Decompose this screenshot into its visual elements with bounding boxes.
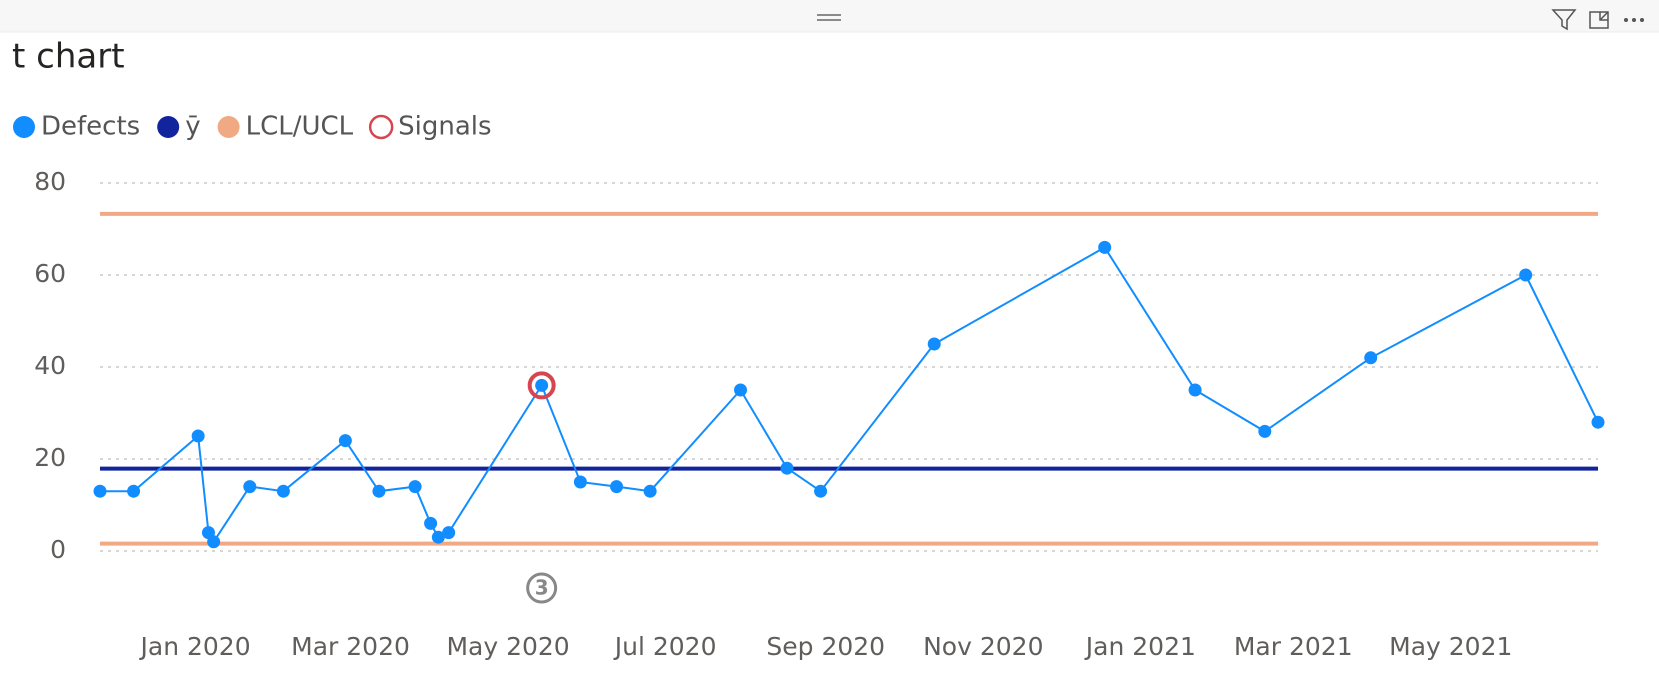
annotation-label: 3 <box>535 576 549 600</box>
drag-grip[interactable] <box>817 14 841 21</box>
chart-title: t chart <box>12 37 125 77</box>
data-point <box>734 383 748 397</box>
data-point <box>276 484 290 498</box>
x-tick-label: May 2021 <box>1389 632 1512 661</box>
legend-marker <box>217 116 240 138</box>
data-point <box>338 434 352 448</box>
y-tick-label: 80 <box>34 167 66 196</box>
data-point <box>372 484 386 498</box>
x-tick-label: Jan 2020 <box>139 632 251 661</box>
data-point <box>93 484 107 498</box>
data-point <box>1098 240 1112 254</box>
y-tick-label: 60 <box>34 259 66 288</box>
data-point <box>431 530 445 544</box>
data-point <box>535 378 549 392</box>
focus-mode-icon[interactable] <box>1589 11 1609 29</box>
data-point <box>1364 351 1378 365</box>
legend: Defects ȳ LCL/UCL Signals <box>13 112 492 142</box>
annotation-badge <box>526 572 558 604</box>
legend-label: ȳ <box>185 112 200 142</box>
visual-header <box>0 0 1659 32</box>
y-tick-label: 40 <box>34 351 66 380</box>
legend-label: LCL/UCL <box>246 112 354 142</box>
y-tick-label: 0 <box>50 535 66 564</box>
data-point <box>1188 383 1202 397</box>
y-tick-label: 20 <box>34 443 66 472</box>
legend-label: Defects <box>41 112 140 142</box>
x-tick-label: Mar 2021 <box>1234 632 1353 661</box>
legend-marker <box>13 116 35 138</box>
data-point <box>780 461 794 475</box>
x-tick-label: Nov 2020 <box>923 632 1043 661</box>
data-point <box>610 480 624 494</box>
legend-marker <box>157 116 180 138</box>
signal-marker <box>527 371 556 400</box>
data-point <box>1258 424 1272 438</box>
data-point <box>1519 268 1533 282</box>
data-point <box>243 480 257 494</box>
x-tick-label: Jul 2020 <box>613 632 717 661</box>
data-point <box>573 475 587 489</box>
series-line <box>100 246 1599 544</box>
data-point <box>643 484 657 498</box>
data-point <box>191 429 205 443</box>
data-point <box>424 516 438 530</box>
filter-icon[interactable] <box>1551 9 1577 31</box>
legend-label: Signals <box>398 112 491 142</box>
legend-marker <box>368 114 394 140</box>
x-tick-label: Mar 2020 <box>291 632 410 661</box>
more-options-icon[interactable] <box>1624 18 1644 22</box>
plot-area: 0 20 40 60 80 Jan 2020 Mar 2020 May 2020 Jul 202… <box>34 167 1605 661</box>
x-tick-label: Jan 2021 <box>1084 632 1196 661</box>
data-point <box>442 526 456 540</box>
data-point <box>927 337 941 351</box>
data-point <box>127 484 141 498</box>
x-tick-label: May 2020 <box>446 632 569 661</box>
data-point <box>408 480 422 494</box>
data-point <box>207 535 221 549</box>
x-tick-label: Sep 2020 <box>766 632 885 661</box>
data-point <box>814 484 828 498</box>
data-point <box>1591 415 1605 429</box>
